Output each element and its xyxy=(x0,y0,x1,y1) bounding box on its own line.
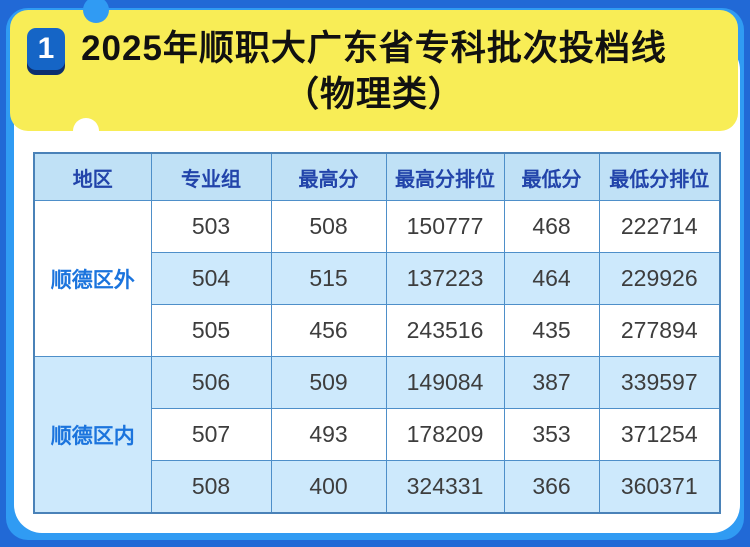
cell: 508 xyxy=(150,460,272,514)
table-row: 顺德区外 503 508 150777 468 222714 xyxy=(33,200,721,357)
cell: 339597 xyxy=(598,356,721,409)
cell: 508 xyxy=(270,200,387,253)
header-cell-max-rank: 最高分排位 xyxy=(385,152,505,201)
table-header-row: 地区 专业组 最高分 最高分排位 最低分 最低分排位 xyxy=(33,152,721,201)
cell: 222714 xyxy=(598,200,721,253)
cell: 150777 xyxy=(385,200,505,253)
cell: 504 xyxy=(150,252,272,305)
table-row: 507 493 178209 353 371254 xyxy=(34,408,721,461)
cell: 366 xyxy=(503,460,600,514)
cell: 400 xyxy=(270,460,387,514)
cell: 507 xyxy=(150,408,272,461)
header-cell-max-score: 最高分 xyxy=(270,152,387,201)
cell: 503 xyxy=(150,200,272,253)
title-line-1: 2025年顺职大广东省专科批次投档线 xyxy=(81,28,667,68)
cell: 178209 xyxy=(385,408,505,461)
cell: 360371 xyxy=(598,460,721,514)
number-badge: 1 xyxy=(27,28,65,70)
table-row: 504 515 137223 464 229926 xyxy=(34,252,721,305)
cell: 435 xyxy=(503,304,600,357)
table-row: 508 400 324331 366 360371 xyxy=(34,460,721,514)
title-line-2: （物理类） xyxy=(283,74,464,114)
header-cell-group: 专业组 xyxy=(150,152,272,201)
cell: 468 xyxy=(503,200,600,253)
cell: 515 xyxy=(270,252,387,305)
header-cell-region: 地区 xyxy=(33,152,152,201)
table-row: 505 456 243516 435 277894 xyxy=(34,304,721,357)
cell: 371254 xyxy=(598,408,721,461)
region-cell-outside: 顺德区外 xyxy=(33,200,152,357)
cell: 493 xyxy=(270,408,387,461)
banner-top-notch xyxy=(83,0,109,23)
cell: 387 xyxy=(503,356,600,409)
cell: 509 xyxy=(270,356,387,409)
header-cell-min-score: 最低分 xyxy=(503,152,600,201)
cell: 137223 xyxy=(385,252,505,305)
title-banner: 2025年顺职大广东省专科批次投档线 （物理类） xyxy=(10,10,738,131)
banner-bottom-notch xyxy=(73,118,99,144)
cell: 456 xyxy=(270,304,387,357)
cell: 229926 xyxy=(598,252,721,305)
cell: 506 xyxy=(150,356,272,409)
cell: 324331 xyxy=(385,460,505,514)
cell: 243516 xyxy=(385,304,505,357)
cell: 505 xyxy=(150,304,272,357)
header-cell-min-rank: 最低分排位 xyxy=(598,152,721,201)
cell: 149084 xyxy=(385,356,505,409)
region-cell-inside: 顺德区内 xyxy=(33,356,152,514)
cell: 277894 xyxy=(598,304,721,357)
page-title: 2025年顺职大广东省专科批次投档线 （物理类） xyxy=(10,10,738,131)
cell: 464 xyxy=(503,252,600,305)
score-table: 地区 专业组 最高分 最高分排位 最低分 最低分排位 顺德区外 503 508 … xyxy=(33,152,721,514)
table-row: 顺德区内 506 509 149084 387 339597 xyxy=(33,356,721,514)
cell: 353 xyxy=(503,408,600,461)
